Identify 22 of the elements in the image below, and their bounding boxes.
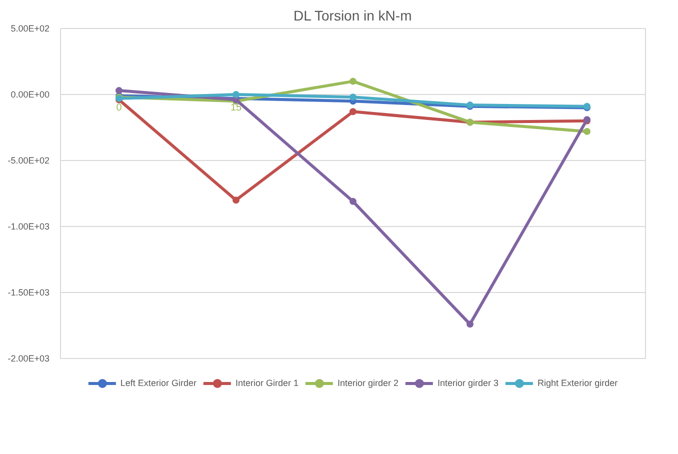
y-tick-label: 0.00E+00 [10,90,50,100]
y-tick-label: 5.00E+02 [10,24,50,34]
legend-label: Interior Girder 1 [235,378,298,388]
point [350,108,356,116]
point [350,198,356,205]
y-tick-label: -1.00E+03 [8,222,50,232]
point [350,78,356,85]
point [350,94,356,101]
legend-label: Left Exterior Girder [120,378,196,388]
legend-label: Interior girder 3 [438,378,499,388]
point [116,87,122,94]
legend-label: Right Exterior girder [538,378,618,388]
x-tick-label: 0 [116,102,122,114]
y-tick-label: -2.00E+03 [8,354,50,364]
legend-label: Interior girder 2 [337,378,399,388]
point [466,320,474,328]
point [232,91,240,98]
point [584,128,590,135]
chart-title: DL Torsion in kN-m [293,8,412,24]
y-tick-label: -1.50E+03 [8,288,50,298]
y-tick-label: -5.00E+02 [8,156,50,166]
point [232,196,240,204]
